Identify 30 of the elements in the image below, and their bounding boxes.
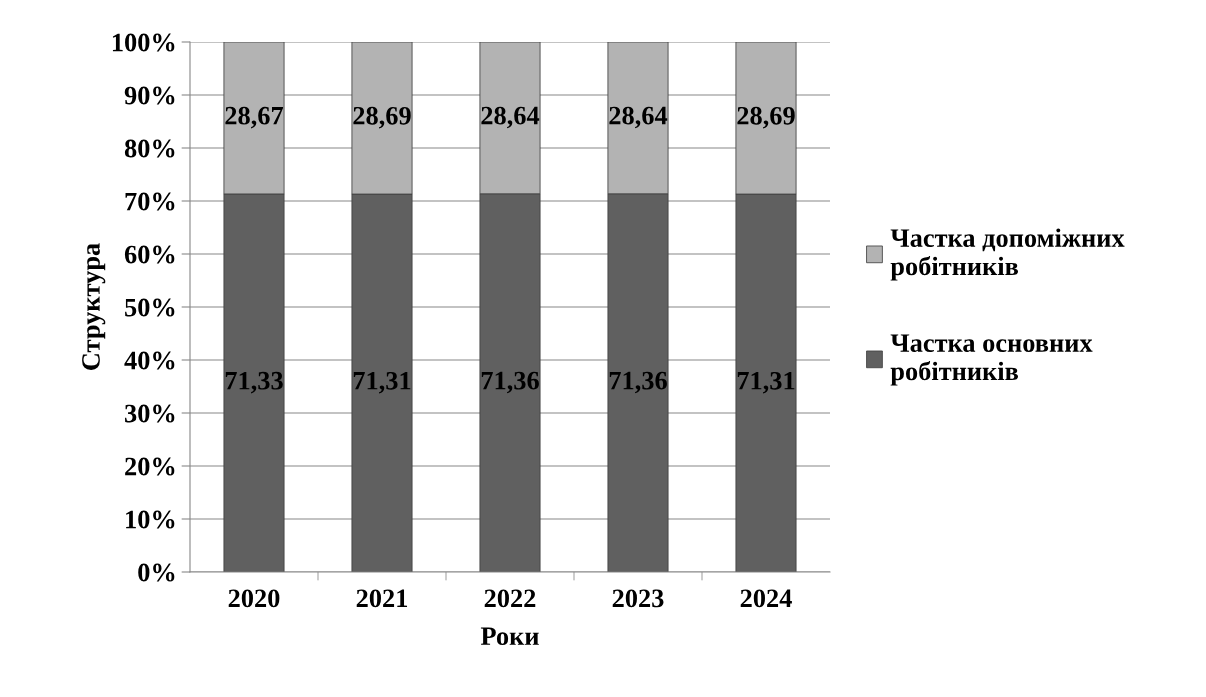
y-tick-label: 10% bbox=[126, 510, 175, 529]
data-label: 71,33 bbox=[225, 371, 283, 394]
y-tick-label: 50% bbox=[125, 298, 175, 317]
x-axis-title: Роки bbox=[480, 627, 539, 646]
x-tick-label: 2021 bbox=[356, 589, 408, 608]
data-label: 28,64 bbox=[481, 106, 540, 129]
x-tick-label: 2023 bbox=[612, 589, 664, 608]
data-label: 71,36 bbox=[481, 371, 539, 394]
data-label: 28,69 bbox=[353, 106, 411, 129]
data-label: 28,64 bbox=[609, 106, 668, 129]
data-label: 71,31 bbox=[353, 371, 411, 394]
y-tick-label: 20% bbox=[125, 457, 175, 476]
data-label: 71,36 bbox=[609, 371, 667, 394]
data-label: 28,69 bbox=[737, 106, 795, 129]
legend-label: Частка допоміжних робітників bbox=[890, 228, 1125, 281]
x-tick-label: 2024 bbox=[740, 589, 792, 608]
y-tick-label: 70% bbox=[125, 192, 175, 211]
y-tick-label: 40% bbox=[124, 351, 175, 370]
y-tick-label: 60% bbox=[124, 245, 175, 264]
y-tick-label: 80% bbox=[124, 139, 175, 158]
data-label: 28,67 bbox=[225, 106, 284, 129]
x-tick-label: 2022 bbox=[484, 589, 536, 608]
legend-label: Частка основних робітників bbox=[890, 334, 1093, 386]
x-tick-label: 2020 bbox=[228, 589, 280, 608]
y-tick-label: 100% bbox=[112, 33, 175, 52]
data-label: 71,31 bbox=[737, 371, 795, 394]
y-tick-label: 90% bbox=[124, 86, 175, 105]
y-axis-title: Структура bbox=[82, 243, 106, 370]
y-tick-label: 0% bbox=[138, 563, 175, 582]
y-tick-label: 30% bbox=[125, 404, 175, 423]
